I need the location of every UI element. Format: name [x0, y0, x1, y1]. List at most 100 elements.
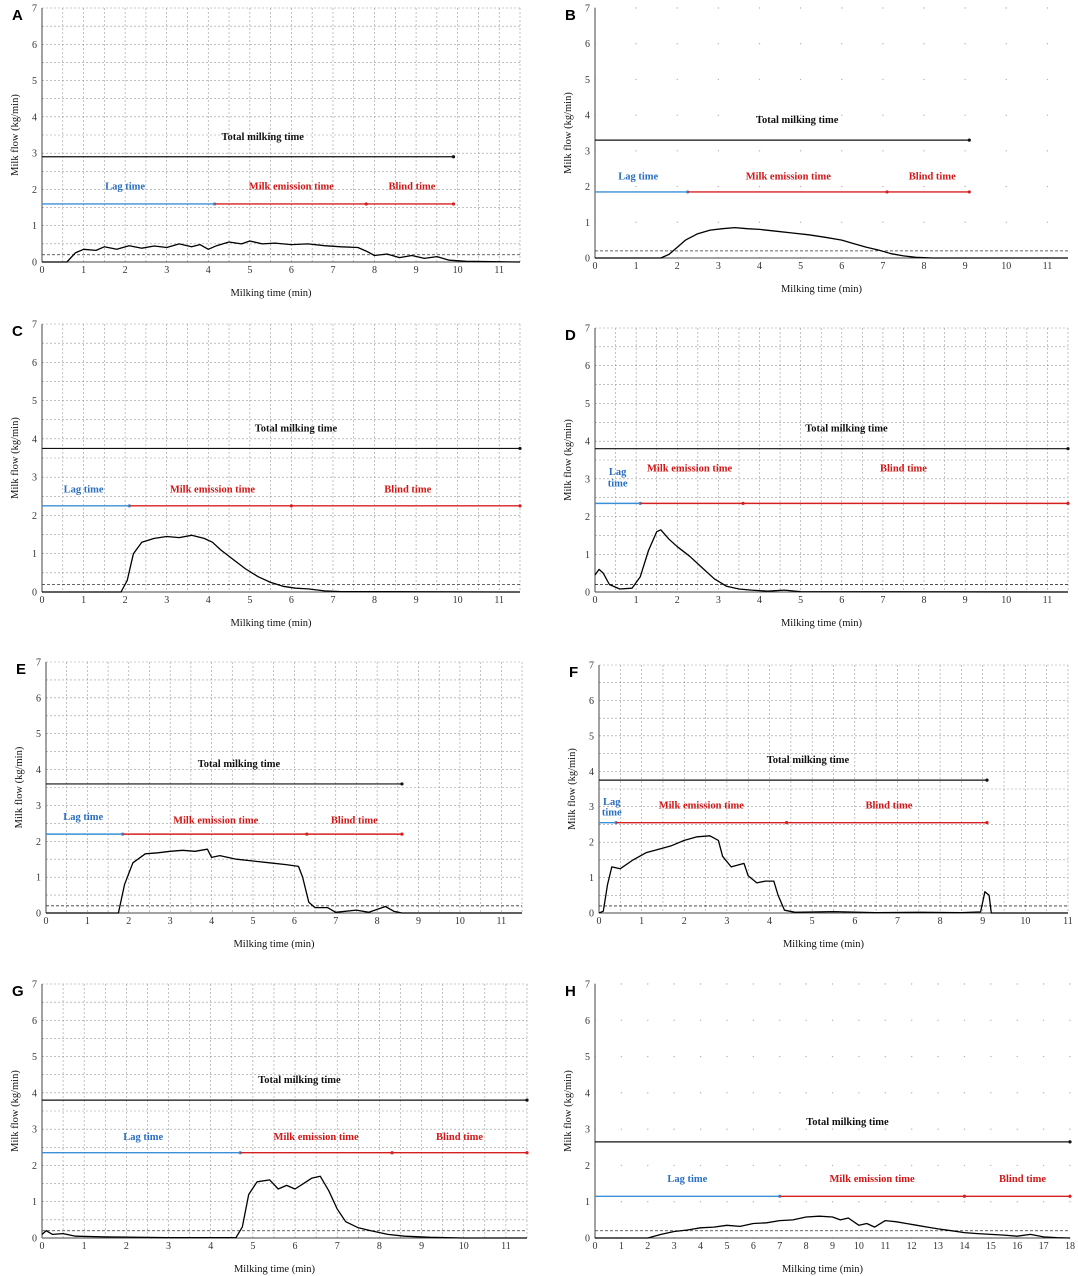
grid-dot	[676, 114, 678, 116]
x-tick-label: 1	[81, 265, 86, 276]
x-tick-label: 10	[453, 265, 463, 276]
grid-dot	[620, 1201, 623, 1203]
y-axis-title: Milk flow (kg/min)	[10, 94, 21, 176]
grid-dot	[882, 221, 884, 223]
x-tick-label: 1	[634, 595, 639, 606]
grid-dot	[673, 1019, 675, 1021]
x-tick-label: 11	[494, 265, 504, 276]
x-tick-label: 2	[682, 916, 687, 927]
grid-dot	[1016, 1019, 1018, 1021]
grid-dot	[699, 1164, 702, 1167]
grid-dot	[1016, 1092, 1018, 1094]
grid-dot	[963, 1092, 966, 1094]
blind-time-end	[400, 832, 404, 836]
panel-letter: C	[12, 323, 23, 340]
blind-time-label: Blind time	[999, 1174, 1046, 1185]
y-tick-label: 2	[32, 185, 37, 196]
y-tick-label: 5	[36, 729, 41, 740]
y-tick-label: 6	[36, 693, 41, 704]
grid-dot	[937, 983, 939, 985]
x-tick-label: 0	[40, 265, 45, 276]
grid-dot	[990, 1055, 992, 1058]
grid-dot	[963, 1164, 966, 1167]
grid-dot	[882, 114, 884, 116]
blind-time-end	[1066, 501, 1070, 505]
x-tick-label: 1	[82, 1241, 87, 1252]
grid-dot	[963, 1055, 966, 1058]
x-tick-label: 7	[330, 595, 335, 606]
grid-dot	[752, 983, 755, 985]
x-tick-label: 3	[166, 1241, 171, 1252]
grid-dot	[1046, 7, 1049, 9]
x-tick-label: 11	[501, 1241, 511, 1252]
x-tick-label: 8	[804, 1241, 809, 1252]
grid-dot	[758, 185, 761, 188]
x-tick-label: 3	[672, 1241, 677, 1252]
x-tick-label: 6	[292, 916, 297, 927]
grid-dot	[699, 983, 702, 985]
grid-dot	[1042, 1128, 1045, 1130]
panel-G: G 0 1 2 3 4 5 6 7 0 1 2 3 4 5 6 7 8 9 10 11 Milk flow (kg/min…	[10, 980, 529, 1275]
grid-dot	[841, 150, 843, 152]
x-tick-label: 2	[126, 916, 131, 927]
grid-dot	[964, 150, 966, 152]
x-tick-label: 1	[619, 1241, 624, 1252]
grid-dot	[635, 114, 637, 116]
x-tick-label: 11	[1063, 916, 1073, 927]
y-tick-label: 5	[589, 731, 594, 742]
grid-dot	[831, 1128, 834, 1130]
x-tick-label: 16	[1012, 1241, 1022, 1252]
y-tick-label: 1	[585, 550, 590, 561]
x-tick-label: 15	[986, 1241, 996, 1252]
grid-dot	[699, 1201, 702, 1203]
x-tick-label: 11	[880, 1241, 890, 1252]
panel-letter: E	[16, 661, 26, 678]
grid-dot	[841, 7, 843, 9]
panel-letter: D	[565, 327, 576, 344]
grid-dot	[858, 983, 860, 985]
blind-time-end	[1068, 1194, 1072, 1198]
y-tick-label: 4	[36, 765, 41, 776]
x-tick-label: 6	[289, 265, 294, 276]
grid-dot	[858, 1092, 860, 1094]
y-tick-label: 6	[589, 696, 594, 707]
grid-dot	[841, 114, 843, 116]
grid-dot	[676, 7, 678, 9]
grid-dot	[647, 1201, 649, 1203]
grid-dot	[937, 1128, 939, 1130]
emission-time-label: Milk emission time	[659, 800, 744, 811]
grid-dot	[726, 1201, 728, 1203]
y-axis-title: Milk flow (kg/min)	[14, 746, 25, 828]
x-tick-label: 14	[959, 1241, 969, 1252]
y-tick-label: 4	[32, 434, 37, 445]
grid-dot	[647, 1092, 649, 1094]
grid-dot	[1069, 1128, 1071, 1130]
x-tick-label: 0	[40, 595, 45, 606]
grid-dot	[1005, 78, 1008, 81]
y-axis-title: Milk flow (kg/min)	[567, 748, 578, 830]
grid-dot	[752, 1201, 755, 1203]
x-tick-label: 8	[377, 1241, 382, 1252]
grid-dot	[1046, 221, 1049, 223]
x-axis-title: Milking time (min)	[234, 1264, 316, 1275]
y-tick-label: 5	[32, 1052, 37, 1063]
grid-dot	[937, 1055, 939, 1058]
x-tick-label: 9	[963, 595, 968, 606]
grid-dot	[990, 1092, 992, 1094]
y-tick-label: 3	[32, 1125, 37, 1136]
y-tick-label: 4	[32, 112, 37, 123]
blind-time-end	[525, 1151, 529, 1155]
grid-dot	[963, 1128, 966, 1130]
grid-dot	[831, 1201, 834, 1203]
x-tick-label: 4	[767, 916, 772, 927]
x-tick-label: 4	[757, 595, 762, 606]
grid-dot	[884, 1092, 886, 1094]
grid	[594, 327, 1069, 593]
grid-dot	[831, 1055, 834, 1058]
grid-dot	[758, 114, 761, 116]
grid-dot	[676, 221, 678, 223]
emission-time-label: Milk emission time	[173, 815, 258, 826]
grid-dot	[726, 1128, 728, 1130]
milk-flow-curve	[595, 226, 1068, 259]
x-tick-label: 10	[854, 1241, 864, 1252]
